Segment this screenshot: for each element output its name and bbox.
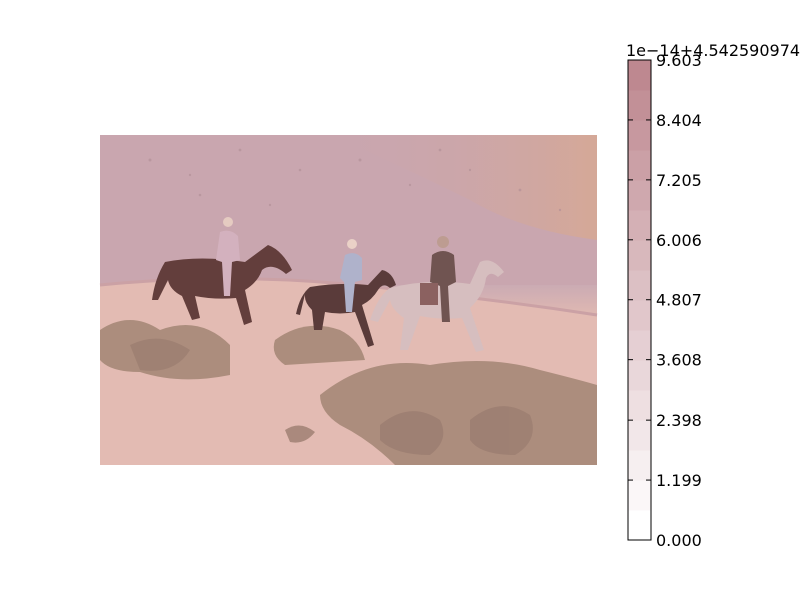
colorbar-level [628,360,651,391]
colorbar-ticks: 0.000 1.199 2.398 3.608 4.807 6.006 7.205 8.404… [628,51,702,550]
colorbar-level [628,60,651,91]
colorbar-level [628,330,651,361]
colorbar-level [628,450,651,481]
colorbar-tick-label: 1.199 [656,471,702,490]
colorbar-level [628,90,651,121]
colorbar-level [628,300,651,331]
colorbar-level [628,150,651,181]
colorbar-tick-label: 3.608 [656,351,702,370]
colorbar-level [628,510,651,541]
colorbar-level [628,210,651,241]
colorbar-tick-label: 6.006 [656,231,702,250]
colorbar-level [628,120,651,151]
colorbar-offset-label: 1e−14+4.542590974 [626,41,800,60]
colorbar-level [628,240,651,271]
colorbar: 0.000 1.199 2.398 3.608 4.807 6.006 7.205 8.404… [626,41,800,550]
colorbar-level [628,480,651,511]
colorbar-tick-label: 0.000 [656,531,702,550]
colorbar-level [628,420,651,451]
colorbar-level [628,180,651,211]
colorbar-level [628,270,651,301]
colorbar-tick-label: 8.404 [656,111,702,130]
colorbar-tick-label: 7.205 [656,171,702,190]
colorbar-tick-label: 4.807 [656,291,702,310]
photo-image [99,135,598,465]
colorbar-tick-label: 2.398 [656,411,702,430]
colorbar-level [628,390,651,421]
colorbar-tick-label: 9.603 [656,51,702,70]
colorbar-levels [628,60,651,541]
